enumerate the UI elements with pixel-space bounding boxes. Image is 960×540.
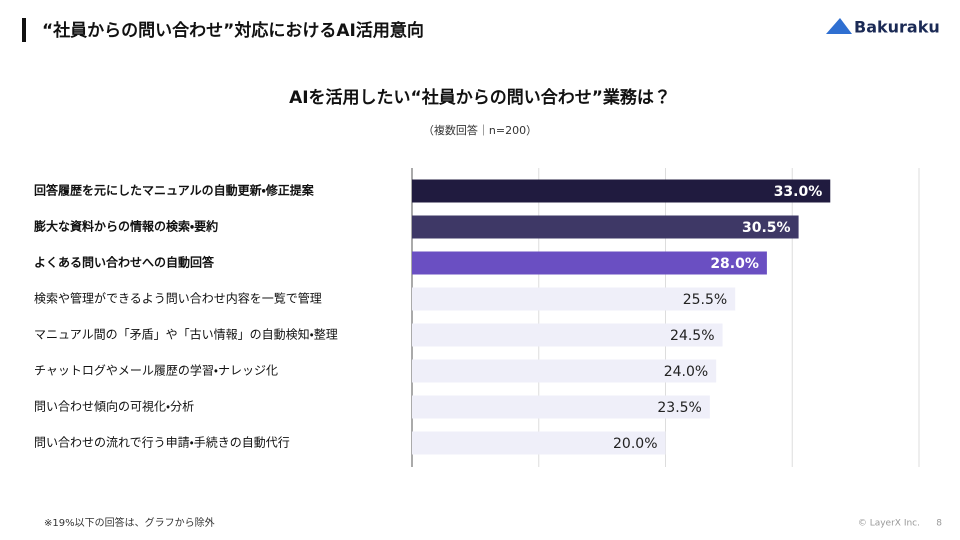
value-label: 24.0% (664, 364, 708, 380)
value-label: 23.5% (657, 400, 701, 416)
category-label: よくある問い合わせへの自動回答 (34, 255, 215, 270)
category-label: 問い合わせ傾向の可視化・分析 (34, 399, 194, 414)
bar (412, 323, 723, 347)
logo: Bakuraku (854, 18, 940, 37)
value-label: 20.0% (613, 436, 657, 452)
value-label: 28.0% (710, 256, 759, 272)
category-label: マニュアル間の「矛盾」や「古い情報」の自動検知・整理 (34, 327, 338, 342)
bar (412, 359, 717, 383)
value-label: 30.5% (742, 220, 791, 236)
bar (412, 431, 666, 455)
bar (412, 215, 799, 239)
value-label: 25.5% (683, 292, 727, 308)
bar (412, 179, 831, 203)
chart-subtitle: （複数回答｜n=200） (423, 123, 537, 137)
category-label: 膨大な資料からの情報の検索・要約 (34, 219, 218, 234)
logo-icon (826, 18, 852, 34)
page-number: 8 (936, 519, 942, 529)
header-accent (22, 18, 26, 42)
bar (412, 251, 767, 275)
value-label: 24.5% (670, 328, 714, 344)
category-label: 回答履歴を元にしたマニュアルの自動更新・修正提案 (34, 183, 315, 198)
chart-title: AIを活用したい“社員からの問い合わせ”業務は？ (289, 87, 671, 108)
bar (412, 287, 736, 311)
category-label: チャットログやメール履歴の学習・ナレッジ化 (34, 363, 278, 378)
category-label: 検索や管理ができるよう問い合わせ内容を一覧で管理 (34, 291, 322, 306)
bar (412, 395, 710, 419)
header-title: “社員からの問い合わせ”対応におけるAI活用意向 (42, 20, 424, 41)
footnote: ※19%以下の回答は、グラフから除外 (44, 516, 215, 529)
copyright: © LayerX Inc. (858, 519, 920, 529)
category-label: 問い合わせの流れで行う申請・手続きの自動代行 (34, 436, 290, 450)
value-label: 33.0% (774, 184, 823, 200)
